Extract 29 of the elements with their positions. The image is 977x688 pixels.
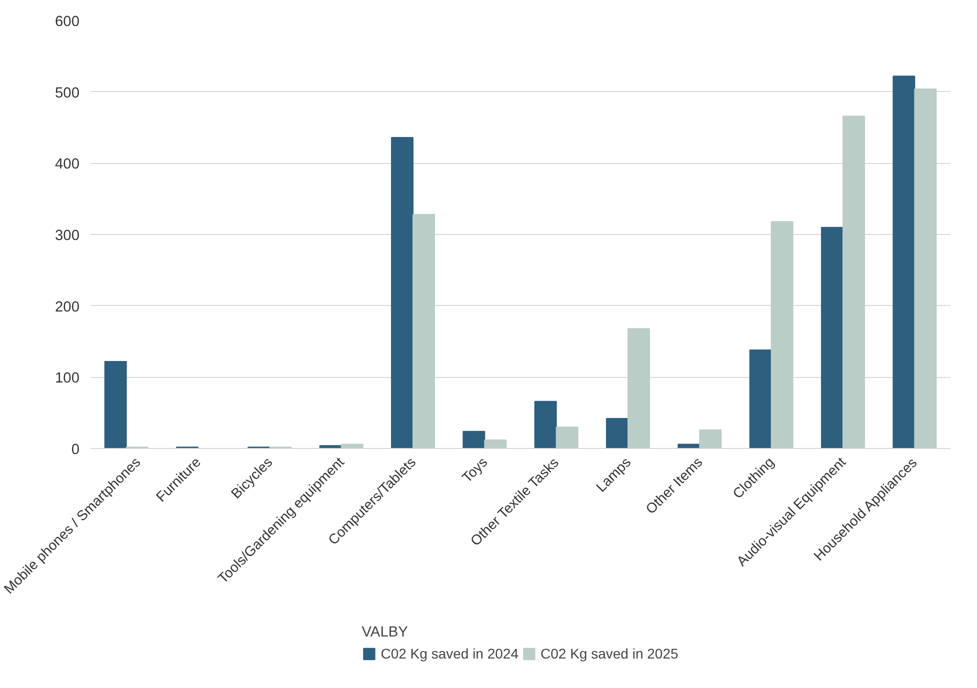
y-tick-label: 300	[55, 228, 80, 244]
bar	[842, 116, 865, 448]
bar	[104, 360, 127, 448]
bar	[892, 76, 916, 448]
y-tick-label: 0	[71, 442, 80, 458]
y-tick-label: 400	[55, 156, 80, 173]
bar	[628, 328, 650, 448]
x-tick-label: Toys	[458, 454, 490, 486]
y-tick-label: 500	[55, 85, 80, 102]
bar	[484, 439, 507, 448]
bar	[914, 88, 937, 448]
bar	[534, 400, 557, 448]
y-tick-label: 100	[55, 370, 80, 387]
bar	[606, 418, 628, 448]
y-tick-label: 200	[55, 299, 80, 316]
legend-label: C02 Kg saved in 2024	[380, 645, 518, 661]
bar	[462, 430, 486, 448]
bar	[391, 136, 414, 448]
y-tick-label: 600	[55, 14, 80, 30]
bar	[770, 221, 794, 448]
legend-title: VALBY	[362, 624, 409, 640]
bar	[678, 444, 700, 448]
legend-label: C02 Kg saved in 2025	[540, 645, 678, 661]
bar	[412, 214, 435, 448]
bar	[749, 350, 772, 448]
bar	[556, 426, 578, 448]
bar	[699, 429, 722, 448]
bar	[340, 444, 364, 448]
bar	[821, 226, 844, 448]
